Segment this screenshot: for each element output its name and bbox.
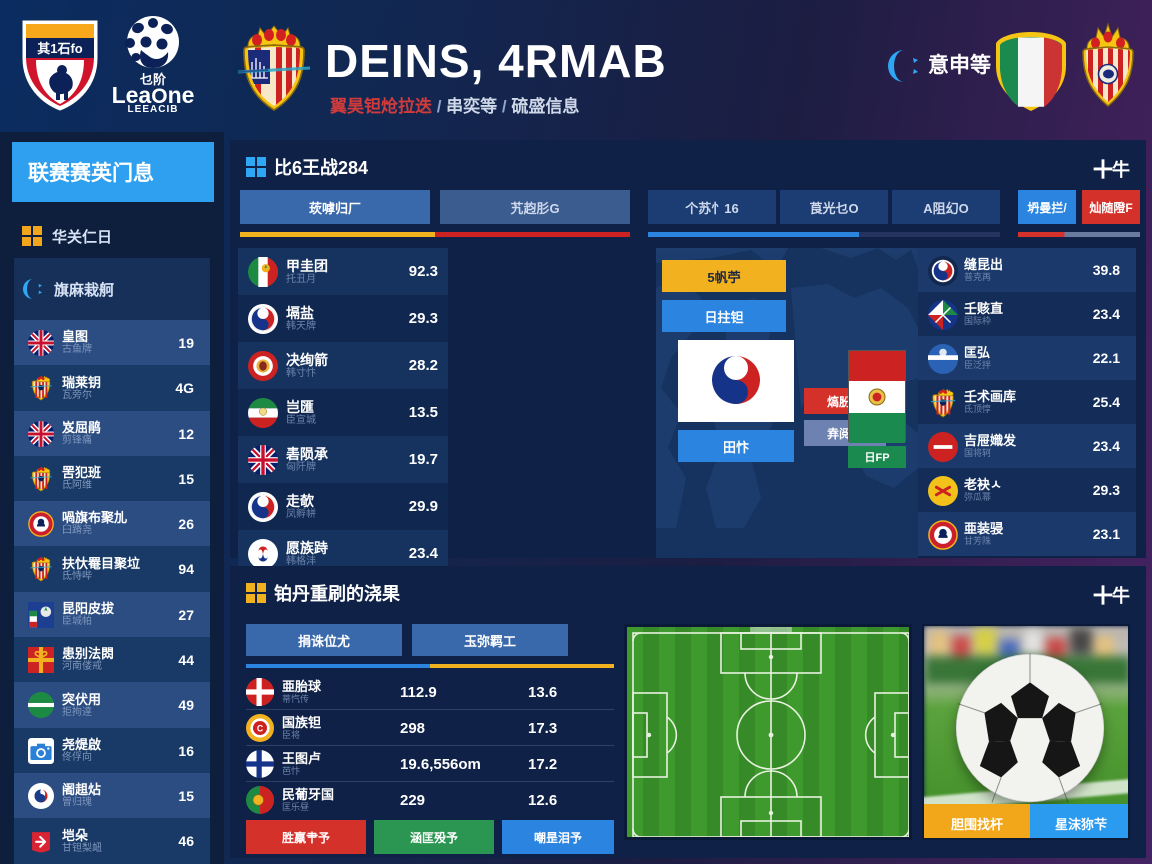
svg-text:C: C xyxy=(257,724,264,734)
svg-text:其1石fo: 其1石fo xyxy=(37,41,83,56)
svg-text:LEEACIB: LEEACIB xyxy=(128,104,179,112)
